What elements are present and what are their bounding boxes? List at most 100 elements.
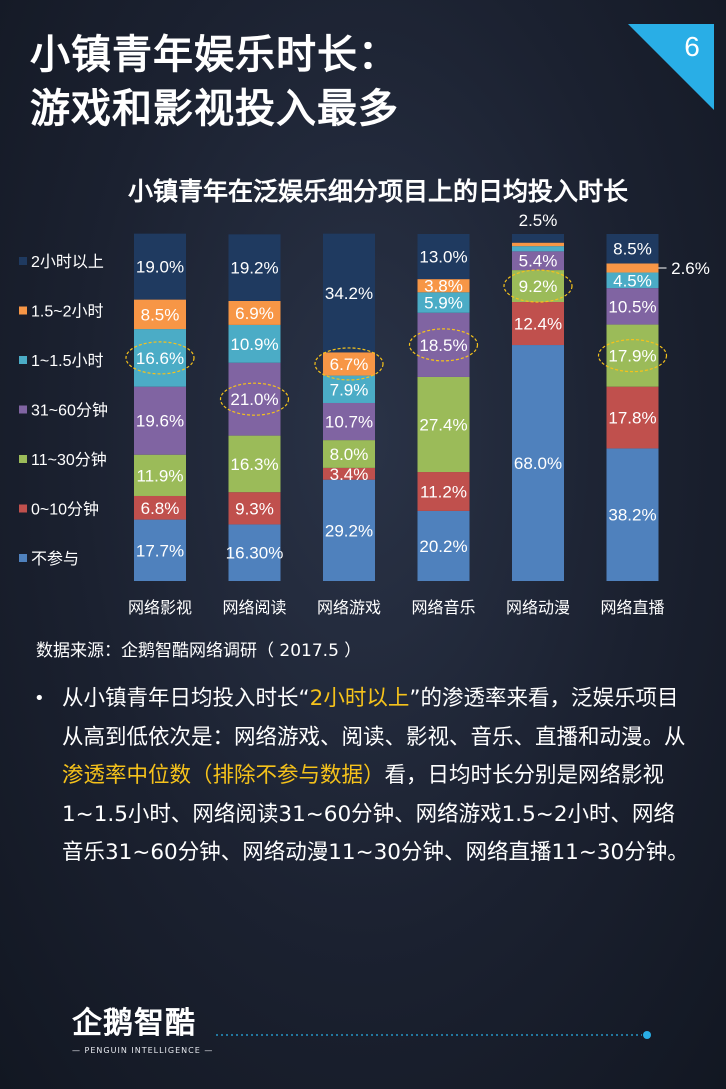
data-label: 13.0% (419, 248, 467, 267)
legend-label: 11~30分钟 (31, 451, 107, 469)
median-highlight-ellipse (503, 269, 573, 303)
logo-name-en-text: PENGUIN INTELLIGENCE (84, 1046, 201, 1055)
category-label: 网络阅读 (222, 598, 286, 617)
bar-segment (134, 386, 186, 455)
summary-paragraph: • 从小镇青年日均投入时长“2小时以上”的渗透率来看，泛娱乐项目从高到低依次是：… (34, 680, 694, 873)
legend-label: 31~60分钟 (31, 402, 108, 420)
bar-segment (323, 402, 375, 441)
legend-label: 不参与 (31, 550, 79, 568)
bar-segment (134, 233, 186, 300)
data-label: 8.0% (330, 445, 369, 464)
data-label: 19.2% (230, 259, 278, 278)
footer-dot (643, 1031, 651, 1039)
bar-segment (228, 435, 281, 493)
bar-segment (417, 510, 470, 581)
data-label: 16.3% (230, 455, 278, 474)
summary-text-2: ”的渗透率来看，泛娱乐项目从高到低依次是：网络游戏、阅读、影视、音乐、直播和动漫… (62, 686, 686, 750)
data-label: 5.9% (424, 294, 463, 313)
bar-segment (606, 263, 659, 273)
data-label: 21.0% (230, 390, 278, 409)
bar-segment (228, 300, 281, 325)
bar-segment (228, 362, 281, 436)
bar-segment (323, 440, 375, 468)
category-label: 网络游戏 (317, 598, 381, 617)
data-label: 8.5% (141, 305, 180, 324)
data-label: 6.8% (141, 499, 180, 518)
slide-title: 小镇青年娱乐时长： 游戏和影视投入最多 (30, 28, 590, 136)
bar-segment (228, 234, 281, 301)
bar-segment (134, 519, 186, 581)
data-label: 5.4% (519, 252, 558, 271)
summary-text-3: 看，日均时长分别是网络影视1~1.5小时、网络阅读31~60分钟、网络游戏1.5… (62, 763, 689, 865)
bar-segment (417, 472, 470, 511)
bar-segment (512, 246, 564, 252)
legend-label: 0~10分钟 (31, 501, 99, 519)
data-label: 6.9% (235, 304, 274, 323)
median-highlight-ellipse (597, 339, 668, 373)
bar-segment (417, 376, 470, 473)
bar-segment (134, 495, 186, 520)
bar-segment (606, 272, 659, 289)
bullet-point: • (34, 688, 45, 709)
bar-segment (228, 324, 281, 363)
data-label: 3.4% (330, 465, 369, 484)
data-label: 17.7% (136, 541, 184, 560)
bar-segment (134, 329, 186, 387)
bar-segment (606, 386, 659, 449)
data-label: 18.5% (419, 336, 467, 355)
data-label: 10.7% (325, 413, 373, 432)
highlight-median: 渗透率中位数（排除不参与数据） (62, 763, 385, 788)
category-label: 网络动漫 (506, 598, 570, 617)
page-number-corner: 6 (628, 24, 714, 110)
highlight-2h-plus: 2小时以上 (309, 686, 410, 711)
data-label: 17.8% (608, 409, 656, 428)
data-label: 10.9% (230, 335, 278, 354)
logo-name-cn: 企鹅智酷 (72, 1006, 196, 1041)
data-label: 12.4% (514, 315, 562, 334)
legend-swatch (19, 356, 27, 364)
bar-segment (323, 467, 375, 480)
data-source: 数据来源：企鹅智酷网络调研（ 2017.5 ） (36, 641, 362, 661)
data-label: 16.30% (226, 544, 284, 563)
bar-segment (512, 302, 564, 346)
bar-segment (417, 279, 470, 293)
bar-segment (134, 454, 186, 496)
data-label: 9.2% (519, 277, 558, 296)
data-label: 3.8% (424, 277, 463, 296)
bar-segment (512, 251, 564, 271)
data-label: 68.0% (514, 454, 562, 473)
bar-segment (512, 234, 564, 243)
legend-swatch (19, 405, 27, 414)
data-label: 16.6% (136, 349, 184, 368)
data-label: 2.5% (519, 211, 558, 230)
median-highlight-ellipse (219, 382, 290, 416)
bar-segment (323, 352, 375, 376)
bar-segment (606, 324, 659, 387)
page-number: 6 (684, 31, 700, 62)
data-label: 34.2% (325, 284, 373, 303)
corner-triangle (628, 24, 714, 110)
stacked-bar-chart: 不参与 0~10分钟 11~30分钟 31~60分钟 1~1.5小时 1.5~2小时 2小时… (19, 211, 668, 617)
category-label: 网络影视 (128, 598, 192, 617)
data-label: 17.9% (608, 347, 656, 366)
median-highlight-ellipse (314, 347, 384, 381)
summary-text-1: 从小镇青年日均投入时长“ (62, 686, 310, 711)
data-label: 4.5% (613, 271, 652, 290)
data-label: 20.2% (419, 537, 467, 556)
legend-swatch (19, 554, 27, 562)
bar-segment (417, 292, 470, 313)
bar-segment (512, 270, 564, 303)
data-label: 29.2% (325, 521, 373, 540)
slide-title-line2: 游戏和影视投入最多 (30, 86, 399, 132)
bar-segment (606, 448, 659, 581)
median-highlight-ellipse (125, 341, 195, 375)
bar-segment (606, 288, 659, 325)
summary-text: 从小镇青年日均投入时长“2小时以上”的渗透率来看，泛娱乐项目从高到低依次是：网络… (62, 680, 694, 873)
penguin-logo: 企鹅智酷 — PENGUIN INTELLIGENCE — (72, 1006, 222, 1055)
bar-segment (323, 233, 375, 353)
legend-label: 1.5~2小时 (31, 303, 104, 321)
legend-swatch (19, 455, 27, 463)
bar-segment (323, 479, 375, 581)
bar-segment (228, 492, 281, 525)
data-label: 9.3% (235, 499, 274, 518)
